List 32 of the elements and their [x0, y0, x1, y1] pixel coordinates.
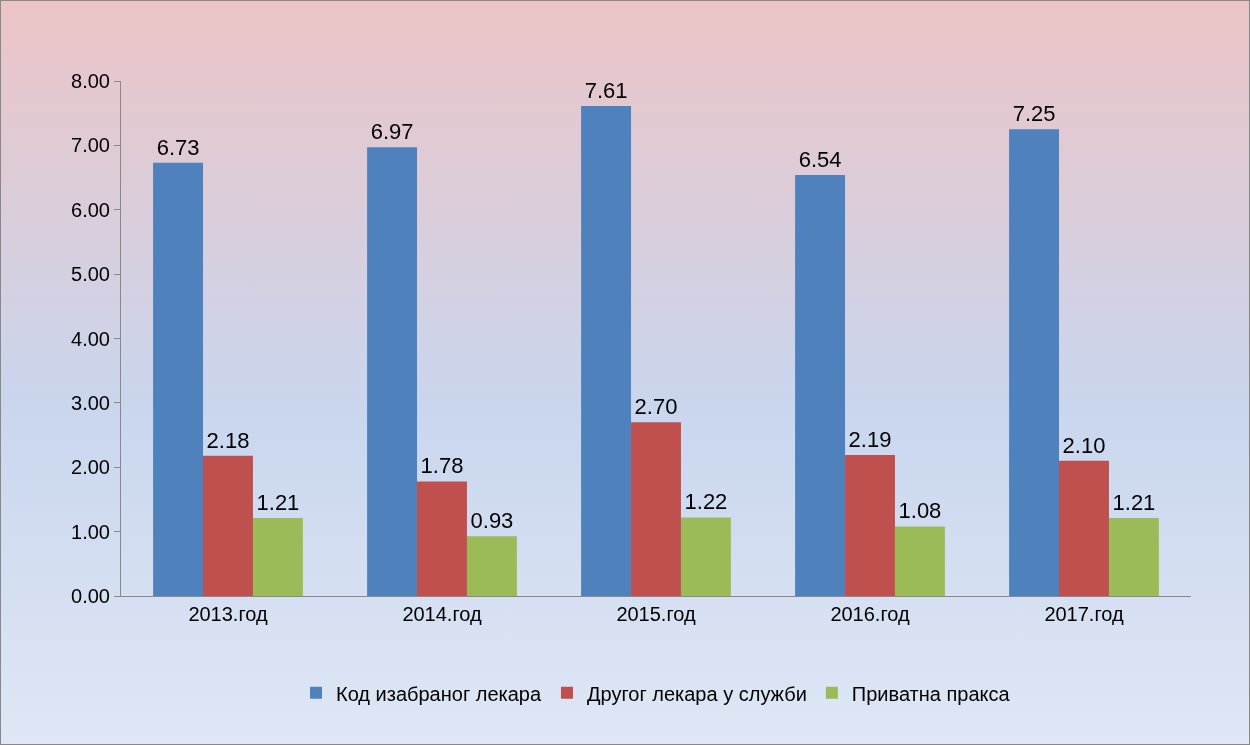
- x-tick-label: 2015.год: [616, 603, 696, 625]
- data-label: 6.73: [156, 134, 200, 160]
- data-label: 2.10: [1062, 432, 1106, 458]
- data-label: 1.22: [684, 489, 728, 515]
- data-label: 2.18: [206, 427, 250, 453]
- y-tick-label: 4.00: [71, 327, 110, 350]
- x-tick-label: 2014.год: [402, 603, 482, 625]
- y-tick-label: 1.00: [71, 520, 110, 543]
- data-label: 1.78: [420, 453, 464, 479]
- y-tick-label: 0.00: [71, 585, 110, 607]
- x-tick-label: 2013.год: [188, 603, 268, 625]
- data-label: 0.93: [470, 508, 514, 534]
- data-label: 7.25: [1012, 101, 1056, 127]
- y-tick-label: 6.00: [71, 198, 110, 221]
- y-tick-label: 2.00: [71, 456, 110, 479]
- data-label: 1.21: [256, 490, 300, 516]
- y-tick-label: 7.00: [71, 134, 110, 157]
- x-tick-label: 2016.год: [830, 603, 910, 625]
- data-label: 7.61: [584, 78, 628, 104]
- legend-label: Код изабраног лекара: [336, 682, 542, 705]
- legend-label: Другог лекара у служби: [586, 682, 807, 705]
- y-tick-label: 3.00: [71, 391, 110, 414]
- x-tick-label: 2017.год: [1044, 603, 1124, 625]
- y-tick-label: 5.00: [71, 263, 110, 286]
- legend-label: Приватна пракса: [851, 682, 1011, 705]
- data-label: 1.21: [1112, 490, 1156, 516]
- y-tick-label: 8.00: [71, 70, 110, 92]
- data-label: 1.08: [898, 498, 942, 524]
- data-label: 2.19: [848, 427, 892, 453]
- data-label: 6.97: [370, 119, 414, 145]
- data-label: 2.70: [634, 394, 678, 420]
- data-label: 6.54: [798, 146, 842, 172]
